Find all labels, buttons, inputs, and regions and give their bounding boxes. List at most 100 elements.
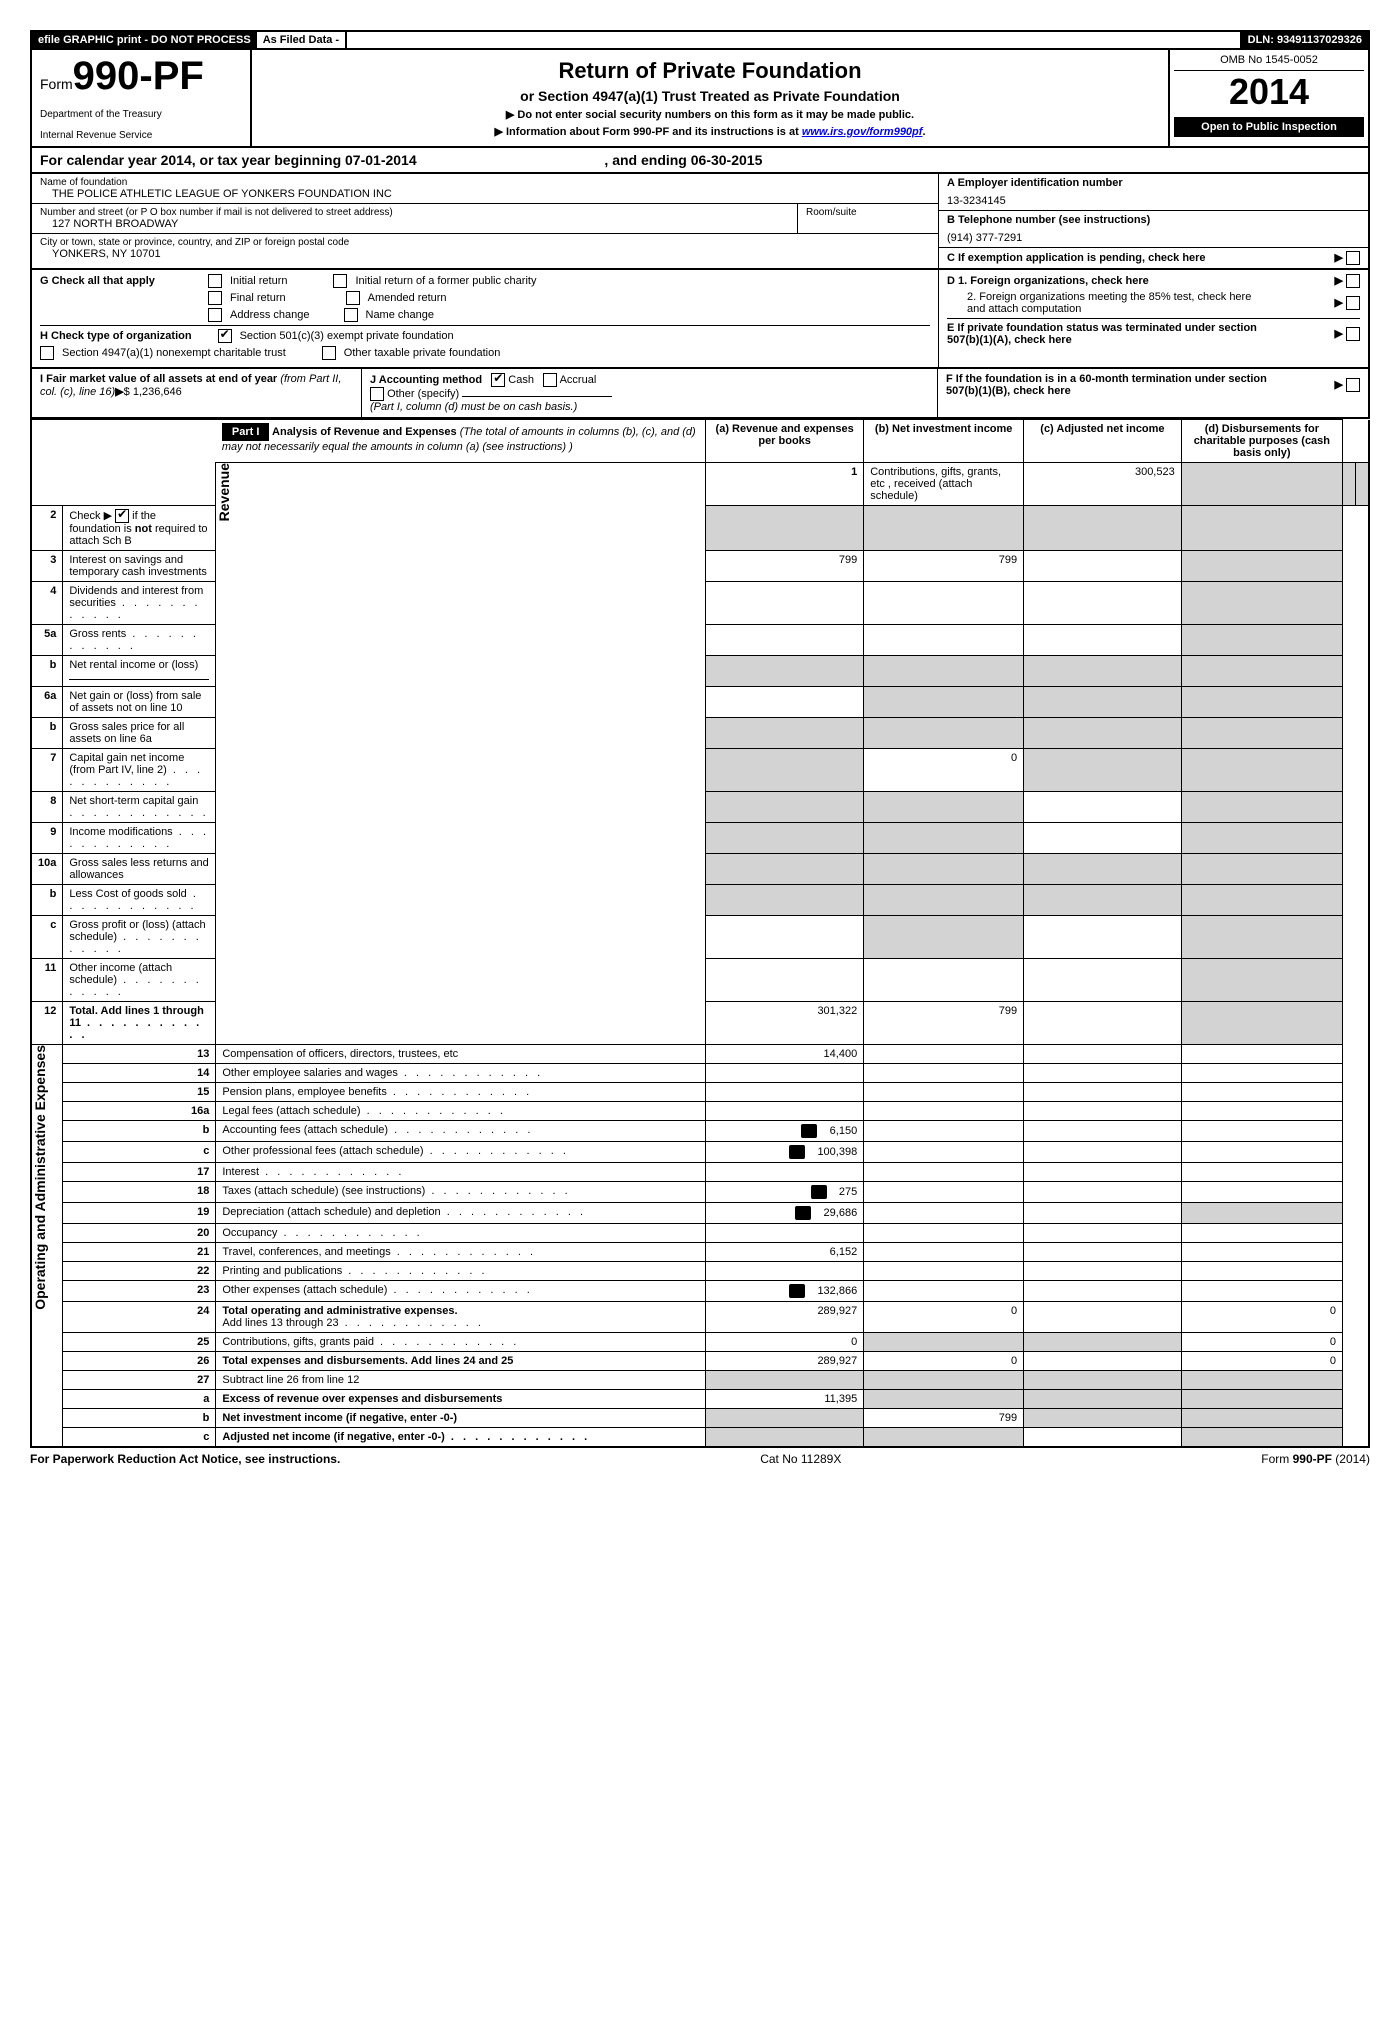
- attachment-icon[interactable]: [795, 1206, 811, 1220]
- col-a-header: (a) Revenue and expenses per books: [706, 420, 864, 463]
- 501c3-checkbox[interactable]: [218, 329, 232, 343]
- paperwork-notice: For Paperwork Reduction Act Notice, see …: [30, 1452, 340, 1466]
- line-desc: Taxes (attach schedule) (see instruction…: [216, 1182, 706, 1203]
- foundation-name: THE POLICE ATHLETIC LEAGUE OF YONKERS FO…: [52, 188, 930, 200]
- line-amt-a: 100,398: [817, 1146, 857, 1158]
- irs-link[interactable]: www.irs.gov/form990pf: [802, 126, 923, 138]
- attachment-icon[interactable]: [801, 1124, 817, 1138]
- city-label: City or town, state or province, country…: [40, 237, 930, 248]
- tel-value: (914) 377-7291: [947, 232, 1360, 244]
- line-desc: Subtract line 26 from line 12: [216, 1371, 706, 1390]
- line-num: a: [63, 1390, 216, 1409]
- expenses-label: Operating and Administrative Expenses: [32, 1045, 48, 1310]
- attachment-icon[interactable]: [789, 1145, 805, 1159]
- table-row: 17Interest: [31, 1163, 1369, 1182]
- line-amt-d: 0: [1181, 1333, 1342, 1352]
- line-desc: Contributions, gifts, grants, etc , rece…: [864, 463, 1024, 506]
- tax-year: 2014: [1174, 71, 1364, 113]
- line-num: c: [63, 1428, 216, 1448]
- table-row: 15Pension plans, employee benefits: [31, 1083, 1369, 1102]
- line-amt-a: 11,395: [706, 1390, 864, 1409]
- j-other: Other (specify): [387, 388, 459, 400]
- line-num: b: [63, 1121, 216, 1142]
- line-amt-a: 799: [706, 551, 864, 582]
- table-row: 25Contributions, gifts, grants paid00: [31, 1333, 1369, 1352]
- spacer: [347, 32, 1242, 48]
- line-desc: Total expenses and disbursements. Add li…: [216, 1352, 706, 1371]
- attachment-icon[interactable]: [789, 1284, 805, 1298]
- final-return-checkbox[interactable]: [208, 291, 222, 305]
- line-num: 22: [63, 1262, 216, 1281]
- line-num: 24: [63, 1302, 216, 1333]
- initial-return-checkbox[interactable]: [208, 274, 222, 288]
- line-num: 21: [63, 1243, 216, 1262]
- irs-link-text: www.irs.gov/form990pf: [802, 126, 923, 138]
- line-amt-a: 301,322: [706, 1002, 864, 1045]
- line-desc: Other expenses (attach schedule): [216, 1281, 706, 1302]
- line-amt-a: 29,686: [824, 1207, 858, 1219]
- j-cash: Cash: [508, 374, 534, 386]
- room-label: Room/suite: [806, 207, 930, 218]
- e-label: E If private foundation status was termi…: [947, 322, 1287, 346]
- g-opt-0: Initial return: [230, 275, 287, 287]
- line-desc: Total. Add lines 1 through 11: [63, 1002, 216, 1045]
- note2-post: .: [922, 126, 925, 138]
- initial-return-former-checkbox[interactable]: [333, 274, 347, 288]
- line-num: b: [31, 718, 63, 749]
- h-opt-3: Other taxable private foundation: [344, 347, 501, 359]
- name-change-checkbox[interactable]: [344, 308, 358, 322]
- form-label: Form: [40, 76, 73, 92]
- line-desc: Capital gain net income (from Part IV, l…: [63, 749, 216, 792]
- form-title-block: Return of Private Foundation or Section …: [252, 50, 1168, 146]
- foreign-org-checkbox[interactable]: [1346, 274, 1360, 288]
- attachment-icon[interactable]: [811, 1185, 827, 1199]
- col-c-header: (c) Adjusted net income: [1024, 420, 1182, 463]
- line-desc: Net short-term capital gain: [63, 792, 216, 823]
- line-num: b: [31, 885, 63, 916]
- address-change-checkbox[interactable]: [208, 308, 222, 322]
- 4947a1-checkbox[interactable]: [40, 346, 54, 360]
- line-num: 12: [31, 1002, 63, 1045]
- dept-irs: Internal Revenue Service: [40, 130, 242, 141]
- line-num: 3: [31, 551, 63, 582]
- name-label: Name of foundation: [40, 177, 930, 188]
- line-num: 1: [706, 463, 864, 506]
- col-b-header: (b) Net investment income: [864, 420, 1024, 463]
- table-row: bAccounting fees (attach schedule) 6,150: [31, 1121, 1369, 1142]
- line-desc: Other professional fees (attach schedule…: [216, 1142, 706, 1163]
- fair-market-value: $ 1,236,646: [124, 386, 182, 398]
- cash-checkbox[interactable]: [491, 373, 505, 387]
- line-desc: Gross rents: [63, 625, 216, 656]
- f-label: F If the foundation is in a 60-month ter…: [946, 373, 1286, 397]
- 60-month-checkbox[interactable]: [1346, 378, 1360, 392]
- line-num: 16a: [63, 1102, 216, 1121]
- g-opt-5: Name change: [366, 309, 435, 321]
- foreign-85-checkbox[interactable]: [1346, 296, 1360, 310]
- line-num: 9: [31, 823, 63, 854]
- g-label: G Check all that apply: [40, 275, 200, 287]
- line-num: c: [63, 1142, 216, 1163]
- terminated-checkbox[interactable]: [1346, 327, 1360, 341]
- table-row: 16aLegal fees (attach schedule): [31, 1102, 1369, 1121]
- ein-label: A Employer identification number: [947, 177, 1360, 189]
- other-method-checkbox[interactable]: [370, 387, 384, 401]
- line-amt-a: 132,866: [817, 1285, 857, 1297]
- line-desc: Gross profit or (loss) (attach schedule): [63, 916, 216, 959]
- amended-return-checkbox[interactable]: [346, 291, 360, 305]
- line-amt-a: 6,152: [706, 1243, 864, 1262]
- accrual-checkbox[interactable]: [543, 373, 557, 387]
- line-num: c: [31, 916, 63, 959]
- other-taxable-checkbox[interactable]: [322, 346, 336, 360]
- line-amt-a: 6,150: [830, 1125, 858, 1137]
- ij-row: I Fair market value of all assets at end…: [30, 369, 1370, 419]
- sch-b-checkbox[interactable]: [115, 509, 129, 523]
- d2-label: 2. Foreign organizations meeting the 85%…: [947, 291, 1267, 315]
- part1-title: Analysis of Revenue and Expenses: [272, 426, 460, 438]
- open-public-badge: Open to Public Inspection: [1174, 117, 1364, 137]
- exemption-pending-checkbox[interactable]: [1346, 251, 1360, 265]
- part1-table: Part I Analysis of Revenue and Expenses …: [30, 419, 1370, 1448]
- line-num: b: [31, 656, 63, 687]
- h-label: H Check type of organization: [40, 330, 192, 342]
- as-filed: As Filed Data -: [257, 32, 347, 48]
- line-desc: Total operating and administrative expen…: [216, 1302, 706, 1333]
